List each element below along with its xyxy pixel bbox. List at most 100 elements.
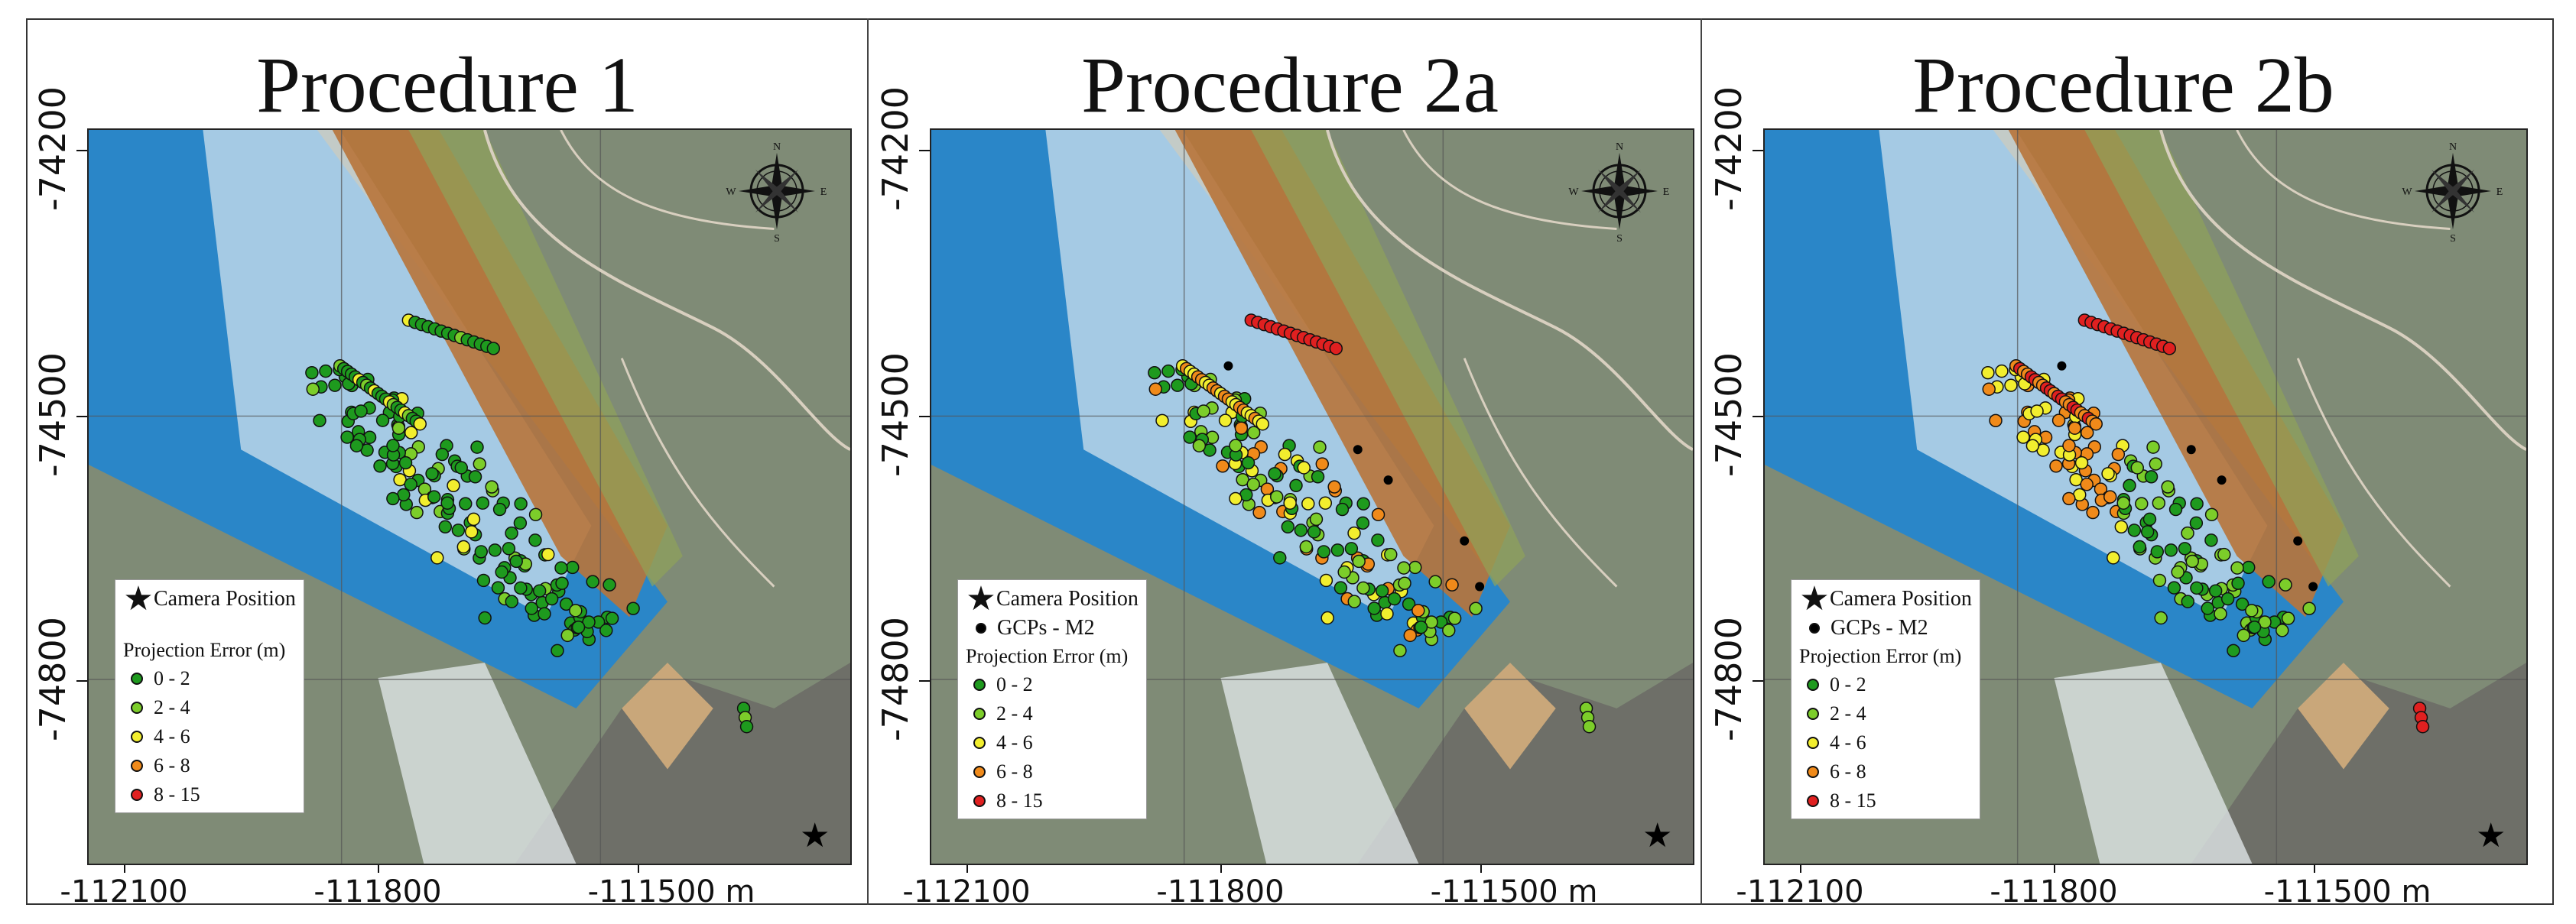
star-icon: ★ xyxy=(1799,580,1830,618)
error-point xyxy=(328,378,342,392)
error-point xyxy=(1356,497,1370,511)
error-point xyxy=(2279,578,2292,592)
legend-class-label: 0 - 2 xyxy=(1830,673,1866,695)
error-point xyxy=(1330,543,1345,557)
compass-label: E xyxy=(1663,186,1670,198)
error-point xyxy=(2142,512,2157,527)
panel-title: Procedure 2b xyxy=(1912,41,2334,129)
error-point xyxy=(599,624,613,637)
cliff-area xyxy=(332,130,668,618)
error-point xyxy=(1333,581,1348,595)
compass-label: N xyxy=(2449,141,2457,153)
legend-swatch xyxy=(973,679,986,691)
y-tick-mark xyxy=(919,680,930,682)
error-point xyxy=(2204,533,2218,547)
error-point xyxy=(1380,607,1394,621)
error-point xyxy=(2162,342,2177,355)
error-point xyxy=(1393,644,1407,658)
gcp-point xyxy=(2186,445,2196,455)
error-point xyxy=(486,342,501,355)
error-point xyxy=(2185,554,2199,569)
error-point xyxy=(495,565,508,579)
x-tick-label: -112100 xyxy=(60,874,188,909)
error-point xyxy=(2168,502,2183,517)
error-point xyxy=(1246,426,1261,439)
legend-class-label: 8 - 15 xyxy=(154,783,200,806)
error-point xyxy=(2167,581,2181,595)
error-point xyxy=(476,573,491,588)
legend-camera-label: Camera Position xyxy=(996,587,1139,611)
error-point xyxy=(485,480,499,494)
legend-class-label: 8 - 15 xyxy=(1830,789,1876,812)
error-point xyxy=(1320,611,1334,625)
urban-area xyxy=(2191,663,2526,864)
x-tick-mark xyxy=(378,864,379,873)
gcp-point xyxy=(1383,475,1393,485)
x-tick-label: -111500 m xyxy=(587,874,755,909)
error-point xyxy=(566,560,580,575)
legend: ★ Camera Position GCPs - M2 Projection Erro… xyxy=(1791,579,1980,819)
error-point xyxy=(2062,439,2076,452)
error-point xyxy=(440,496,454,510)
legend-swatch xyxy=(1807,708,1819,720)
error-point xyxy=(1387,592,1402,606)
error-point xyxy=(1371,507,1385,522)
error-point xyxy=(404,478,417,491)
error-point xyxy=(525,601,538,615)
error-point xyxy=(502,542,516,556)
error-point xyxy=(2154,611,2168,625)
error-point xyxy=(2204,507,2219,522)
error-point xyxy=(375,413,390,427)
error-point xyxy=(2130,461,2144,475)
road xyxy=(2159,130,2526,452)
y-tick-label: -74500 xyxy=(32,352,73,477)
error-point xyxy=(1327,480,1341,494)
error-point xyxy=(2230,561,2244,575)
legend-swatch xyxy=(131,731,143,743)
legend-error-title: Projection Error (m) xyxy=(123,639,286,661)
compass-label: N xyxy=(773,141,781,153)
error-point xyxy=(605,611,619,625)
error-point xyxy=(2181,595,2194,608)
error-point xyxy=(560,628,574,643)
error-point xyxy=(1315,457,1329,471)
error-point xyxy=(2103,490,2117,504)
sand-area xyxy=(1464,663,1556,770)
y-tick-mark xyxy=(1753,680,1763,682)
error-point xyxy=(456,540,470,554)
error-point xyxy=(538,607,551,621)
error-point xyxy=(1989,413,2003,428)
error-point xyxy=(319,364,333,378)
x-tick-mark xyxy=(638,864,639,873)
legend-camera-row: ★ Camera Position xyxy=(966,582,1139,616)
error-point xyxy=(514,581,528,595)
error-point xyxy=(1414,620,1428,634)
error-point xyxy=(413,417,427,431)
error-point xyxy=(541,547,555,562)
error-point xyxy=(2107,551,2120,565)
cliff-area xyxy=(1174,130,1510,618)
error-point xyxy=(1337,565,1351,579)
legend-camera-row: ★ Camera Position xyxy=(123,582,296,616)
map-panel: Procedure 2a -74200 -74500 -74800 -112100 -11… xyxy=(869,18,1711,909)
gcp-point xyxy=(1460,536,1470,546)
legend-swatch xyxy=(1807,679,1819,691)
error-point xyxy=(2231,576,2245,590)
error-point xyxy=(528,533,542,547)
urban-area xyxy=(1357,663,1693,864)
error-point xyxy=(1246,478,1260,491)
legend-swatch xyxy=(1807,766,1819,778)
compass-rose-icon: N S W E xyxy=(726,141,827,245)
y-tick-mark xyxy=(1753,150,1763,151)
compass-rose-icon: N S W E xyxy=(2402,141,2503,245)
map-panel: Procedure 2b -74200 -74500 -74800 -112100 -11… xyxy=(1702,18,2545,909)
error-point xyxy=(2189,516,2204,530)
error-point xyxy=(2171,565,2185,579)
y-tick-mark xyxy=(1753,416,1763,417)
legend-class-row: 8 - 15 xyxy=(1799,786,1972,815)
map-panel: Procedure 1 -74200 -74500 -74800 -112100 -111… xyxy=(26,18,869,909)
error-point xyxy=(2140,525,2155,539)
error-point xyxy=(1319,573,1333,588)
legend-class-row: 6 - 8 xyxy=(1799,757,1972,786)
gcp-point xyxy=(2217,475,2227,485)
